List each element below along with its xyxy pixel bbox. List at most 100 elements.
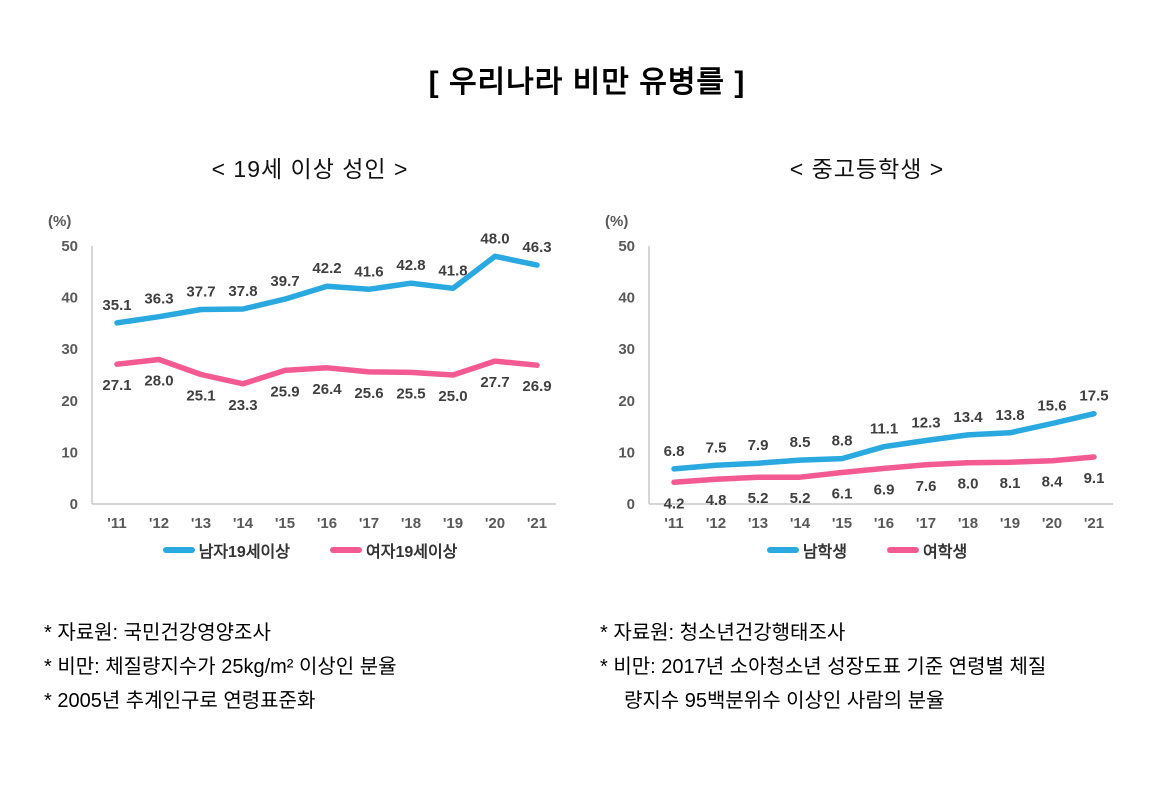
y-tick-label: 40: [61, 290, 78, 307]
data-label: 8.5: [790, 434, 811, 451]
y-tick-label: 30: [61, 341, 78, 358]
x-tick-label: '18: [958, 515, 978, 532]
y-axis-unit-label: (%): [48, 213, 71, 230]
data-label: 4.2: [664, 495, 685, 512]
student-footnotes: * 자료원: 청소년건강행태조사 * 비만: 2017년 소아청소년 성장도표 …: [600, 616, 1165, 718]
legend-label-adult-male: 남자19세이상: [198, 544, 290, 561]
data-label: 8.0: [958, 476, 979, 493]
data-label: 17.5: [1079, 388, 1108, 405]
data-label: 5.2: [790, 490, 811, 507]
data-label: 37.8: [228, 283, 257, 300]
adult-footnotes: * 자료원: 국민건강영양조사 * 비만: 체질량지수가 25kg/m² 이상인…: [44, 616, 564, 718]
student-chart-legend: 남학생 여학생: [597, 538, 1137, 562]
x-tick-label: '20: [485, 515, 505, 532]
footnote-line: 량지수 95백분위수 이상인 사람의 분율: [624, 690, 945, 712]
adult-chart-block: < 19세 이상 성인 > (%) 0 10 20 30 40 50 '11 '12 '13 '14…: [40, 148, 580, 562]
student-chart-block: < 중고등학생 > (%) 0 10 20 30 40 50 '11 '12 '13 '14 '15 '…: [597, 148, 1137, 562]
data-label: 41.6: [354, 263, 383, 280]
data-label: 15.6: [1037, 398, 1066, 415]
data-label: 13.4: [953, 409, 983, 426]
여학생-line: [671, 454, 1097, 486]
data-label: 6.1: [832, 486, 853, 503]
y-tick-label: 30: [618, 341, 635, 358]
legend-item-student-female: 여학생: [887, 538, 967, 562]
x-tick-label: '19: [1000, 515, 1020, 532]
data-label: 39.7: [270, 273, 299, 290]
male-series-swatch: [766, 547, 799, 553]
x-tick-label: '11: [107, 515, 126, 532]
adult-chart-plot: (%) 0 10 20 30 40 50 '11 '12 '13 '14 '15 '16 '17 '18 '1…: [48, 213, 556, 532]
legend-item-adult-male: 남자19세이상: [162, 538, 290, 562]
footnote-line: * 자료원: 청소년건강행태조사: [600, 622, 846, 644]
legend-item-student-male: 남학생: [766, 538, 847, 562]
남자19세이상-line: [114, 253, 540, 326]
data-label: 42.8: [396, 257, 425, 274]
adult-chart-title: < 19세 이상 성인 >: [211, 156, 409, 182]
x-tick-label: '21: [1084, 515, 1104, 532]
data-label: 27.1: [102, 377, 131, 394]
x-tick-label: '11: [664, 515, 683, 532]
y-tick-label: 10: [618, 444, 635, 461]
footnote-line: * 비만: 2017년 소아청소년 성장도표 기준 연령별 체질: [600, 656, 1047, 678]
y-tick-label: 50: [618, 238, 635, 255]
x-tick-label: '17: [916, 515, 936, 532]
data-label: 11.1: [870, 421, 898, 438]
data-label: 12.3: [911, 415, 940, 432]
data-label: 8.4: [1042, 474, 1064, 491]
x-tick-label: '21: [527, 515, 547, 532]
data-label: 25.0: [438, 388, 467, 405]
y-axis-unit-label: (%): [605, 213, 628, 230]
legend-item-adult-female: 여자19세이상: [330, 538, 457, 562]
legend-label-student-female: 여학생: [923, 544, 968, 561]
x-tick-label: '14: [790, 515, 811, 532]
data-label: 26.4: [312, 381, 342, 398]
data-label: 6.9: [874, 481, 895, 498]
data-label: 8.8: [832, 433, 853, 450]
data-label: 46.3: [522, 239, 551, 256]
data-label: 28.0: [144, 373, 173, 390]
data-label: 41.8: [438, 262, 467, 279]
data-label: 37.7: [186, 283, 215, 300]
y-tick-label: 0: [627, 496, 635, 513]
student-chart-plot: (%) 0 10 20 30 40 50 '11 '12 '13 '14 '15 '16 '17 '18 '1…: [605, 213, 1113, 532]
x-tick-label: '12: [149, 515, 169, 532]
y-tick-label: 50: [61, 238, 78, 255]
male-series-swatch: [162, 547, 195, 553]
data-label: 26.9: [522, 378, 551, 395]
data-label: 36.3: [144, 291, 173, 308]
y-tick-label: 0: [70, 496, 78, 513]
footnote-line: * 2005년 추계인구로 연령표준화: [44, 690, 316, 712]
x-tick-label: '13: [191, 515, 211, 532]
female-series-swatch: [887, 547, 919, 553]
data-label: 6.8: [664, 443, 685, 460]
x-tick-label: '16: [874, 515, 894, 532]
x-tick-label: '13: [748, 515, 768, 532]
legend-label-adult-female: 여자19세이상: [366, 544, 458, 561]
footnote-line: * 비만: 체질량지수가 25kg/m² 이상인 분율: [44, 656, 397, 678]
data-label: 42.2: [312, 260, 341, 277]
x-tick-label: '16: [317, 515, 337, 532]
data-label: 5.2: [748, 490, 769, 507]
data-label: 25.9: [270, 383, 299, 400]
figure-title: [ 우리나라 비만 유병를 ]: [428, 66, 746, 99]
legend-label-student-male: 남학생: [802, 544, 847, 561]
data-label: 9.1: [1084, 470, 1105, 487]
female-series-swatch: [330, 547, 362, 553]
data-label: 7.5: [706, 439, 727, 456]
adult-chart-legend: 남자19세이상 여자19세이상: [40, 538, 580, 562]
data-label: 4.8: [706, 492, 727, 509]
data-label: 35.1: [102, 297, 131, 314]
data-label: 25.1: [186, 387, 215, 404]
여자19세이상-line: [114, 356, 540, 387]
data-label: 13.8: [995, 407, 1024, 424]
data-label: 7.9: [748, 437, 769, 454]
data-label: 25.5: [396, 385, 425, 402]
x-tick-label: '20: [1042, 515, 1062, 532]
data-label: 25.6: [354, 385, 383, 402]
data-label: 8.1: [1000, 475, 1021, 492]
x-tick-label: '17: [359, 515, 379, 532]
x-tick-label: '15: [275, 515, 295, 532]
x-tick-label: '14: [233, 515, 254, 532]
data-label: 7.6: [916, 478, 937, 495]
